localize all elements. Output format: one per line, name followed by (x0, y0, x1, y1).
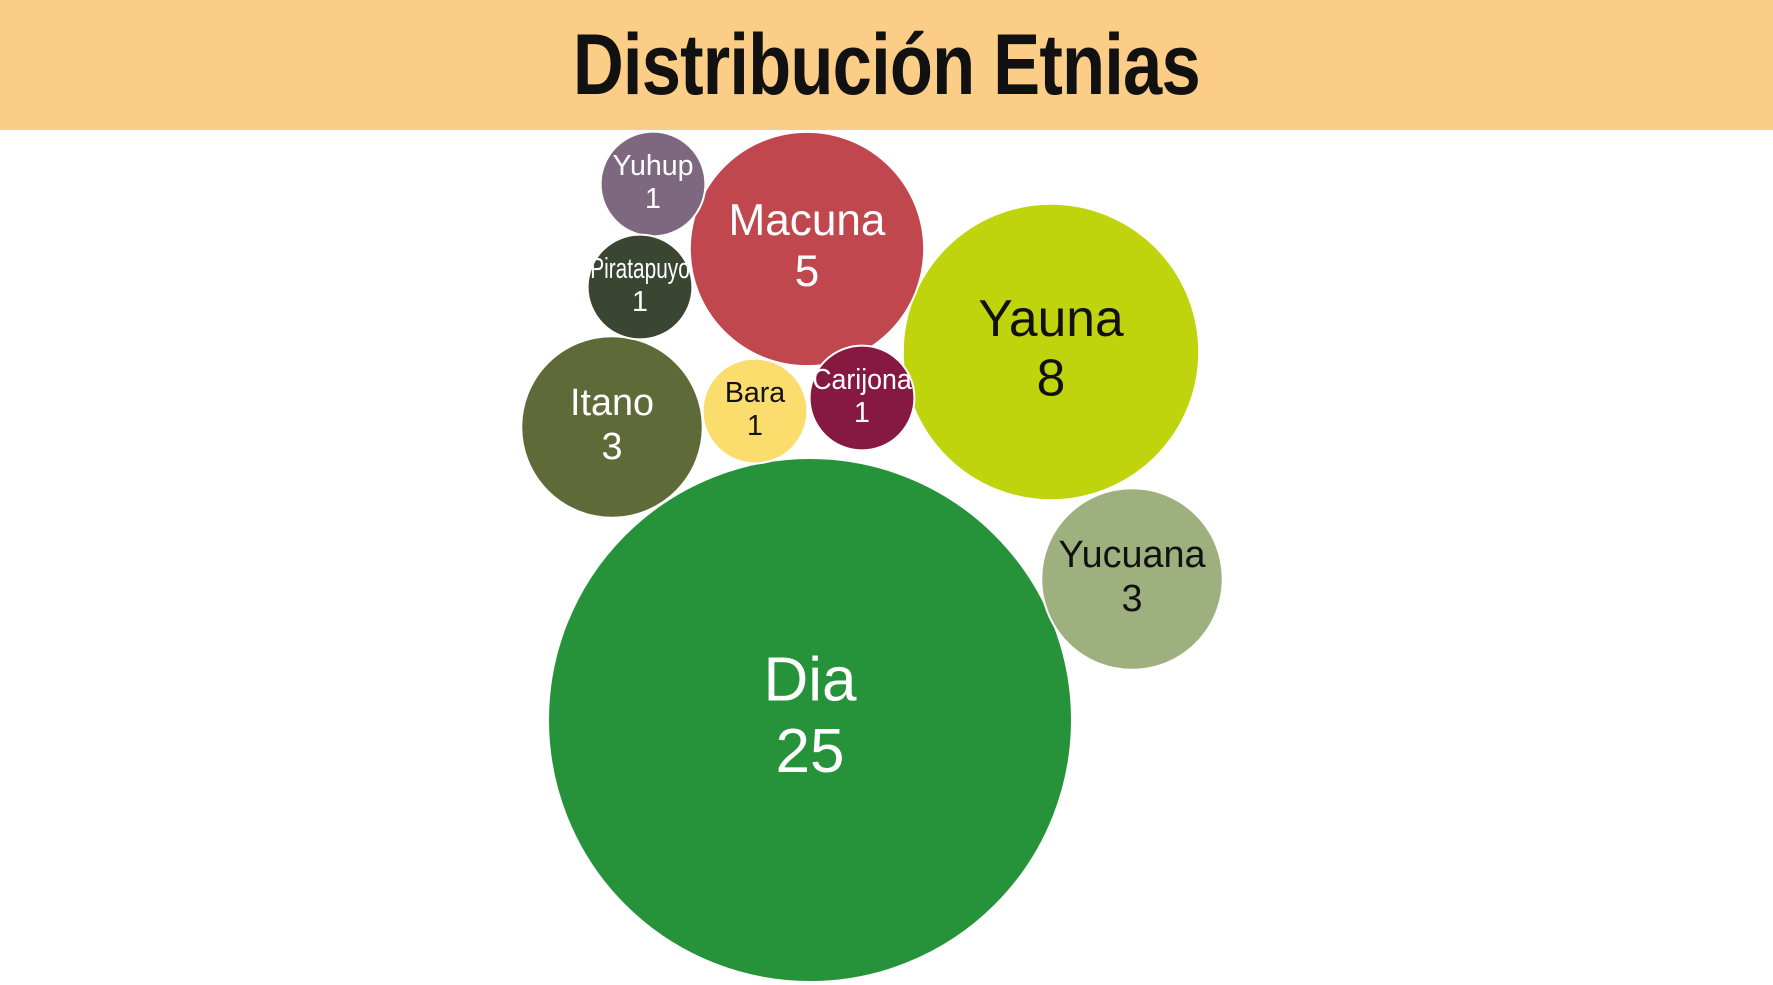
bubble-value-piratapuyo: 1 (632, 286, 648, 318)
bubble-circle-yucuana (1040, 487, 1224, 671)
bubble-label-macuna: Macuna (729, 196, 886, 245)
bubble-circle-piratapuyo (586, 233, 694, 341)
bubble-value-yuhup: 1 (645, 183, 661, 215)
bubble-circle-bara (701, 357, 809, 465)
bubble-label-yuhup: Yuhup (612, 150, 693, 182)
bubble-value-yucuana: 3 (1121, 578, 1142, 620)
bubble-value-dia: 25 (776, 717, 845, 786)
bubble-label-yauna: Yauna (978, 289, 1124, 347)
bubble-value-macuna: 5 (795, 247, 820, 296)
bubble-label-bara: Bara (725, 377, 785, 409)
bubble-label-itano: Itano (570, 382, 654, 424)
bubble-circle-dia (547, 457, 1073, 983)
title-bar: Distribución Etnias (0, 0, 1773, 130)
bubble-circle-carijona (808, 344, 916, 452)
chart-title: Distribución Etnias (572, 17, 1201, 113)
bubble-circle-macuna (688, 130, 926, 368)
bubble-value-bara: 1 (747, 410, 763, 442)
bubble-circle-yauna (901, 202, 1201, 502)
bubble-label-carijona: Carijona (812, 364, 912, 396)
bubble-label-piratapuyo: Piratapuyo (590, 253, 690, 285)
bubble-label-yucuana: Yucuana (1058, 534, 1205, 576)
bubble-value-yauna: 8 (1037, 348, 1066, 406)
bubble-value-carijona: 1 (854, 397, 870, 429)
bubble-label-dia: Dia (763, 646, 857, 715)
bubble-value-itano: 3 (601, 426, 622, 468)
bubble-circle-itano (520, 335, 704, 519)
